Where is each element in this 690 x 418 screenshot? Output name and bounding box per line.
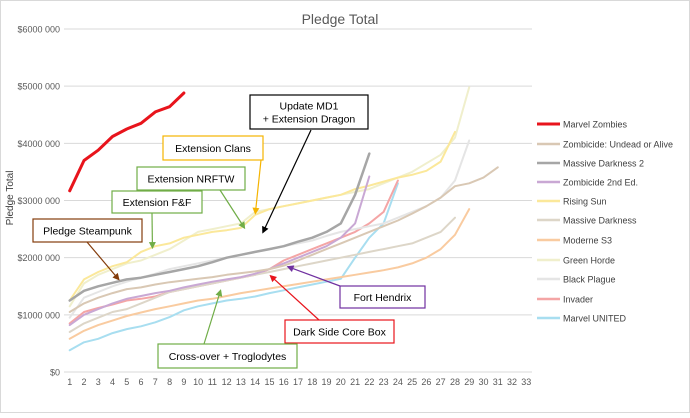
y-tick-label: $6000 000	[17, 25, 60, 35]
annotation-text: Dark Side Core Box	[293, 327, 387, 339]
legend-label: Marvel Zombies	[563, 120, 628, 130]
legend-label: Moderne S3	[563, 236, 612, 246]
x-tick-label: 20	[336, 377, 346, 387]
x-tick-label: 28	[450, 377, 460, 387]
x-tick-label: 23	[379, 377, 389, 387]
x-tick-label: 16	[279, 377, 289, 387]
legend-label: Black Plague	[563, 275, 616, 285]
x-tick-label: 4	[110, 377, 115, 387]
y-tick-label: $3000 000	[17, 196, 60, 206]
annotation-text: Extension F&F	[123, 197, 192, 209]
legend-label: Marvel UNITED	[563, 314, 627, 324]
x-tick-label: 18	[307, 377, 317, 387]
y-axis-label: Pledge Total	[5, 171, 16, 226]
legend-label: Zombicide 2nd Ed.	[563, 178, 638, 188]
x-tick-label: 25	[407, 377, 417, 387]
y-tick-label: $5000 000	[17, 82, 60, 92]
annotation-text: Pledge Steampunk	[43, 226, 132, 238]
x-tick-label: 15	[264, 377, 274, 387]
x-tick-label: 33	[521, 377, 531, 387]
x-tick-label: 1	[67, 377, 72, 387]
x-tick-label: 6	[139, 377, 144, 387]
x-tick-label: 5	[124, 377, 129, 387]
annotation-text: Cross-over + Troglodytes	[169, 351, 287, 363]
y-tick-label: $2000 000	[17, 253, 60, 263]
x-tick-label: 13	[236, 377, 246, 387]
x-tick-label: 10	[193, 377, 203, 387]
legend-label: Zombicide: Undead or Alive	[563, 140, 673, 150]
annotation-text: + Extension Dragon	[263, 114, 356, 126]
y-tick-label: $4000 000	[17, 139, 60, 149]
legend-label: Massive Darkness	[563, 216, 637, 226]
x-tick-label: 21	[350, 377, 360, 387]
x-tick-label: 22	[364, 377, 374, 387]
annotation-text: Extension NRFTW	[148, 174, 235, 186]
annotation-text: Extension Clans	[175, 143, 251, 155]
chart-title: Pledge Total	[302, 11, 379, 27]
annotation-text: Update MD1	[280, 101, 339, 113]
x-tick-label: 11	[208, 377, 217, 387]
x-tick-label: 24	[393, 377, 403, 387]
x-tick-label: 12	[222, 377, 232, 387]
legend-label: Green Horde	[563, 256, 615, 266]
x-tick-label: 26	[421, 377, 431, 387]
x-tick-label: 14	[250, 377, 260, 387]
x-tick-label: 30	[478, 377, 488, 387]
y-tick-label: $1000 000	[17, 310, 60, 320]
x-tick-label: 27	[436, 377, 446, 387]
x-tick-label: 32	[507, 377, 517, 387]
x-tick-label: 17	[293, 377, 303, 387]
x-tick-label: 7	[153, 377, 158, 387]
legend-label: Invader	[563, 295, 593, 305]
legend-label: Rising Sun	[563, 197, 607, 207]
x-tick-label: 2	[81, 377, 86, 387]
y-tick-label: $0	[50, 368, 60, 378]
annotation-text: Fort Hendrix	[354, 292, 413, 304]
x-tick-label: 29	[464, 377, 474, 387]
x-tick-label: 8	[167, 377, 172, 387]
x-tick-label: 19	[322, 377, 332, 387]
x-tick-label: 31	[493, 377, 503, 387]
x-tick-label: 3	[96, 377, 101, 387]
legend-label: Massive Darkness 2	[563, 159, 644, 169]
x-tick-label: 9	[181, 377, 186, 387]
